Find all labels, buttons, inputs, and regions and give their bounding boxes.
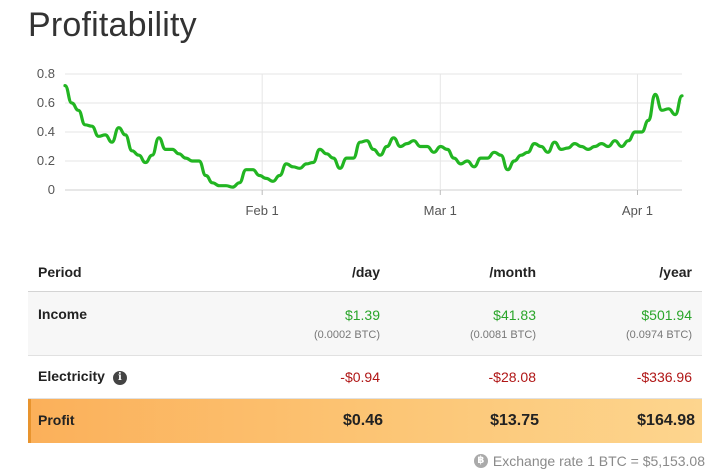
electricity-day: -$0.94: [340, 369, 380, 385]
x-tick-label: Mar 1: [424, 203, 457, 218]
electricity-label: Electricity: [38, 368, 105, 384]
exchange-rate-text: Exchange rate 1 BTC = $5,153.08: [492, 453, 705, 469]
profitability-table: Period /day /month /year Income $1.39 (0…: [28, 252, 702, 443]
income-day-btc: (0.0002 BTC): [313, 329, 380, 341]
income-month-btc: (0.0081 BTC): [469, 329, 536, 341]
x-tick-label: Feb 1: [246, 203, 279, 218]
y-tick-label: 0: [48, 182, 55, 197]
table-header-row: Period /day /month /year: [28, 252, 702, 292]
exchange-rate: ฿ Exchange rate 1 BTC = $5,153.08: [473, 453, 705, 469]
profitability-series-line: [63, 84, 684, 189]
electricity-year: -$336.96: [636, 369, 692, 385]
info-icon[interactable]: i: [112, 371, 127, 385]
y-tick-label: 0.2: [37, 153, 55, 168]
income-day: $1.39: [344, 307, 380, 323]
page-title: Profitability: [28, 6, 197, 44]
profitability-chart: 0 0.2 0.4 0.6 0.8 Feb 1 Mar 1 Apr 1: [37, 66, 684, 218]
profit-year: $164.98: [637, 412, 695, 429]
header-day: /day: [351, 263, 380, 280]
profit-label: Profit: [38, 412, 75, 428]
income-label: Income: [38, 306, 88, 322]
income-row: Income $1.39 (0.0002 BTC) $41.83 (0.0081…: [28, 292, 702, 356]
profit-day: $0.46: [342, 412, 383, 429]
header-year: /year: [659, 263, 692, 280]
header-period: Period: [38, 263, 82, 280]
profit-month: $13.75: [490, 412, 539, 429]
y-tick-label: 0.8: [37, 66, 55, 81]
header-month: /month: [489, 263, 536, 280]
electricity-month: -$28.08: [488, 369, 536, 385]
y-tick-label: 0.4: [37, 124, 55, 139]
y-tick-label: 0.6: [37, 95, 55, 110]
electricity-row: Electricity i -$0.94 -$28.08 -$336.96: [28, 356, 702, 399]
income-year-btc: (0.0974 BTC): [625, 329, 692, 341]
profit-row: Profit $0.46 $13.75 $164.98: [28, 399, 702, 443]
bitcoin-icon: ฿: [473, 454, 488, 468]
income-year: $501.94: [641, 307, 692, 323]
income-month: $41.83: [493, 307, 536, 323]
x-tick-label: Apr 1: [622, 203, 653, 218]
